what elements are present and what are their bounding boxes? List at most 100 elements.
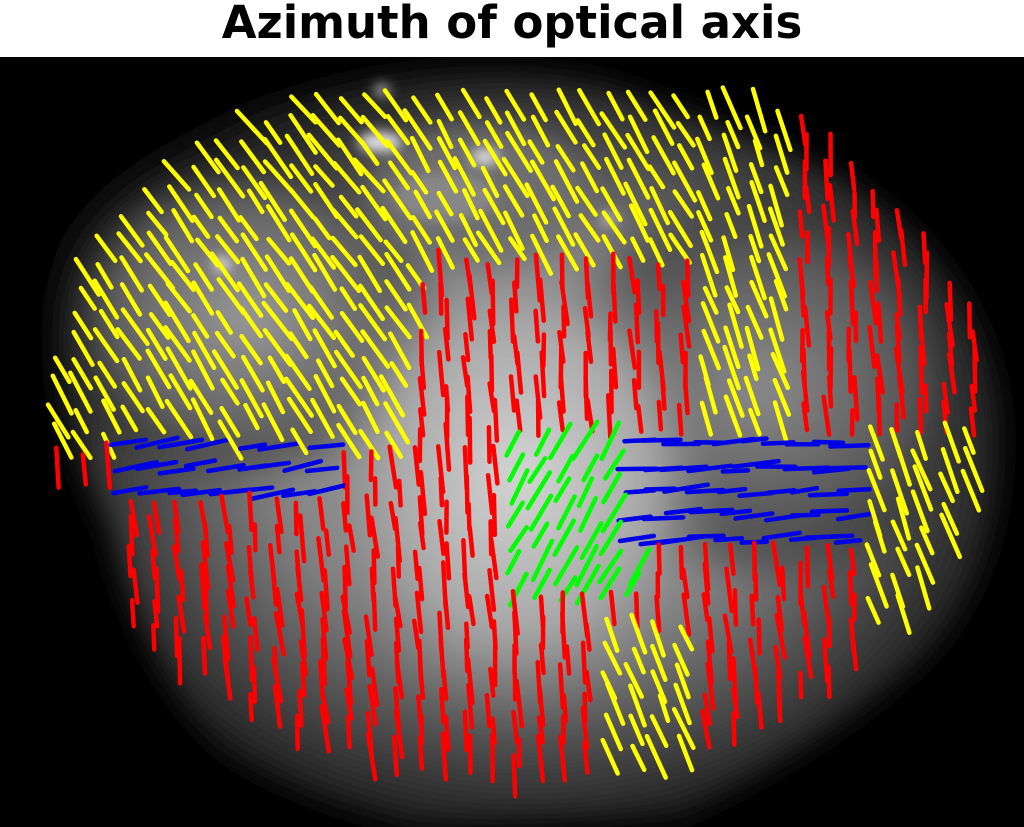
orientation-vector: [553, 476, 572, 504]
orientation-vector: [864, 542, 882, 578]
orientation-vector: [266, 236, 292, 266]
orientation-vector: [217, 419, 244, 461]
orientation-vector: [724, 211, 738, 240]
orientation-vector: [294, 713, 300, 752]
orientation-vector: [52, 355, 72, 385]
orientation-vector: [362, 92, 388, 120]
orientation-vector: [766, 252, 788, 299]
orientation-vector: [441, 668, 449, 702]
orientation-vector: [358, 234, 386, 266]
orientation-vector: [775, 594, 785, 632]
orientation-vector: [134, 435, 180, 450]
orientation-vector: [313, 91, 341, 126]
orientation-vector: [827, 568, 836, 599]
orientation-vector: [722, 344, 741, 391]
orientation-vector: [730, 687, 740, 720]
orientation-vector: [97, 360, 118, 389]
orientation-vector: [216, 277, 246, 316]
orientation-vector: [336, 137, 364, 177]
orientation-vector: [284, 133, 315, 177]
orientation-vector: [641, 515, 686, 522]
orientation-vector: [491, 492, 498, 538]
orientation-vector: [836, 486, 872, 493]
orientation-vector: [508, 374, 517, 413]
orientation-vector: [512, 280, 519, 314]
orientation-vector: [530, 233, 554, 276]
orientation-vector: [393, 709, 405, 760]
orientation-vector: [680, 279, 692, 324]
azimuth-overlay-image: [0, 57, 1024, 827]
orientation-vector: [676, 733, 695, 773]
orientation-vector: [252, 522, 258, 553]
orientation-vector: [873, 519, 887, 554]
orientation-vector: [584, 669, 593, 703]
orientation-vector: [511, 753, 518, 799]
orientation-vector: [134, 459, 179, 472]
orientation-vector: [876, 301, 884, 344]
orientation-vector: [442, 595, 451, 631]
orientation-vector: [244, 596, 253, 628]
orientation-vector: [355, 207, 383, 243]
orientation-vector: [436, 118, 454, 150]
orientation-vector: [938, 471, 955, 504]
orientation-vector: [191, 280, 215, 316]
orientation-vector: [298, 639, 309, 677]
orientation-vector: [826, 616, 832, 649]
orientation-vector: [627, 114, 650, 155]
orientation-vector: [489, 538, 499, 581]
orientation-vector: [365, 731, 378, 782]
orientation-vector: [211, 349, 239, 390]
orientation-vector: [336, 422, 362, 460]
orientation-vector: [145, 327, 168, 361]
orientation-vector: [553, 159, 580, 204]
orientation-vector: [749, 279, 769, 319]
orientation-vector: [239, 139, 267, 175]
orientation-vector: [912, 464, 934, 512]
orientation-vector: [598, 519, 624, 557]
orientation-vector: [623, 662, 644, 699]
orientation-vector: [317, 496, 326, 532]
orientation-vector: [678, 624, 695, 652]
orientation-vector: [720, 468, 751, 474]
orientation-vector: [756, 691, 764, 730]
orientation-vector: [482, 187, 506, 226]
orientation-vector: [385, 114, 411, 146]
orientation-vector: [556, 234, 580, 272]
orientation-vector: [293, 500, 299, 537]
orientation-vector: [360, 400, 380, 434]
orientation-vector: [650, 669, 668, 704]
orientation-vector: [466, 683, 475, 730]
orientation-vector: [538, 642, 546, 676]
orientation-vector: [417, 565, 425, 602]
orientation-vector: [145, 348, 172, 390]
orientation-vector: [505, 130, 533, 173]
orientation-vector: [191, 164, 217, 199]
orientation-vector: [213, 138, 240, 171]
orientation-vector: [111, 485, 149, 496]
orientation-vector: [761, 530, 802, 541]
orientation-vector: [72, 310, 94, 341]
orientation-vector: [101, 398, 122, 435]
orientation-vector: [585, 281, 594, 319]
orientation-vector: [530, 114, 551, 148]
orientation-vector: [226, 485, 275, 495]
orientation-vector: [553, 545, 580, 587]
orientation-vector: [528, 493, 554, 532]
orientation-vector: [219, 405, 241, 438]
orientation-vector: [850, 208, 860, 247]
orientation-vector: [282, 458, 324, 473]
orientation-vector: [251, 665, 258, 704]
orientation-vector: [341, 501, 349, 533]
orientation-vector: [289, 232, 318, 273]
orientation-vector: [683, 381, 690, 416]
orientation-vector: [169, 259, 196, 292]
orientation-vector: [505, 548, 522, 576]
orientation-vector: [895, 445, 912, 487]
microscopy-image-panel: [0, 57, 1024, 827]
orientation-vector: [602, 640, 623, 676]
orientation-vector: [773, 165, 790, 198]
orientation-vector: [580, 161, 600, 194]
orientation-vector: [898, 227, 908, 268]
orientation-vector: [410, 230, 435, 273]
orientation-vector: [92, 278, 120, 320]
